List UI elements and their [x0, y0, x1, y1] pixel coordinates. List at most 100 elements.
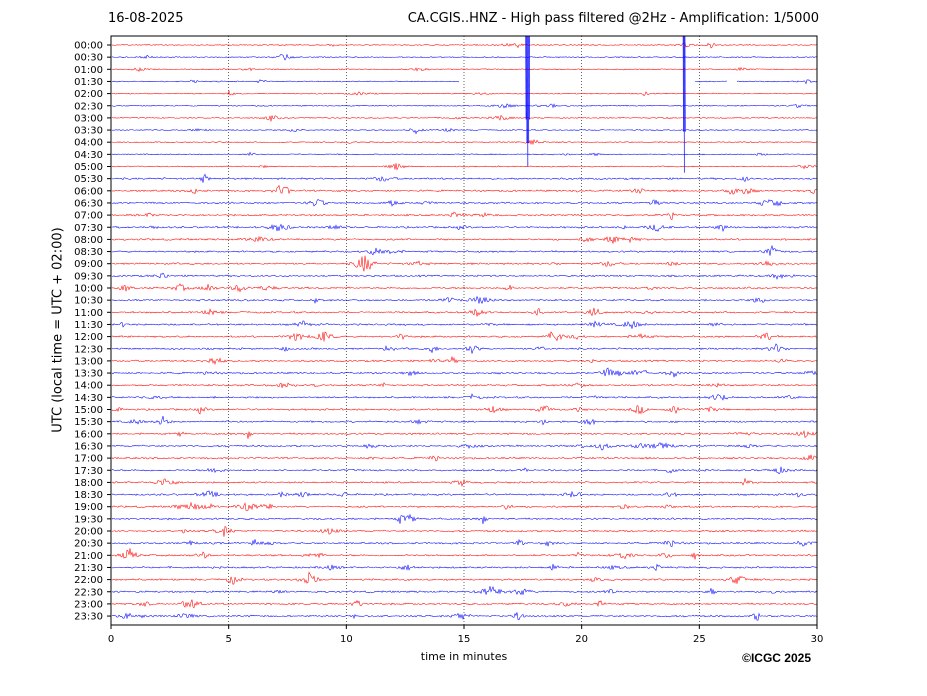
y-tick-label: 15:30 — [74, 417, 103, 428]
y-tick-label: 02:00 — [74, 89, 103, 100]
trace-row-1230 — [111, 343, 818, 354]
trace-row-1700 — [111, 454, 818, 462]
y-tick-label: 17:30 — [74, 466, 103, 477]
trace-row-1000 — [111, 283, 818, 293]
trace-row-2000 — [111, 526, 818, 537]
trace-row-0430 — [111, 151, 818, 157]
trace-row-0300 — [111, 114, 818, 122]
y-tick-label: 18:30 — [74, 490, 103, 501]
y-tick-label: 12:30 — [74, 344, 103, 355]
y-tick-label: 06:30 — [74, 198, 103, 209]
x-ticks: 0 5 10 15 20 25 30 — [108, 625, 823, 645]
copyright-notice: ©ICGC 2025 — [742, 651, 811, 665]
y-tick-label: 07:30 — [74, 223, 103, 234]
trace-row-2200 — [111, 571, 818, 585]
trace-row-1200 — [111, 331, 818, 342]
trace-row-1530 — [111, 415, 818, 426]
y-tick-label: 12:00 — [74, 332, 103, 343]
y-tick-label: 08:30 — [74, 247, 103, 258]
y-tick-label: 13:00 — [74, 356, 103, 367]
trace-row-0730 — [111, 223, 818, 232]
trace-row-1800 — [111, 478, 818, 487]
y-tick-label: 05:30 — [74, 174, 103, 185]
y-tick-label: 01:00 — [74, 65, 103, 76]
y-tick-label: 07:00 — [74, 211, 103, 222]
y-tick-label: 04:00 — [74, 138, 103, 149]
x-tick-label: 20 — [575, 634, 588, 645]
trace-row-0500 — [111, 163, 818, 171]
trace-row-0530 — [111, 173, 818, 183]
trace-row-0130 — [111, 79, 818, 85]
y-tick-label: 09:00 — [74, 259, 103, 270]
trace-row-0030 — [111, 53, 818, 61]
trace-row-0200 — [111, 89, 818, 96]
x-tick-label: 10 — [340, 634, 353, 645]
y-tick-label: 04:30 — [74, 150, 103, 161]
y-tick-label: 23:00 — [74, 599, 103, 610]
y-tick-label: 22:00 — [74, 575, 103, 586]
y-tick-label: 08:00 — [74, 235, 103, 246]
trace-row-0600 — [111, 184, 818, 195]
trace-row-2130 — [111, 563, 818, 572]
y-tick-label: 22:30 — [74, 587, 103, 598]
y-tick-label: 10:30 — [74, 296, 103, 307]
trace-row-0100 — [111, 66, 818, 72]
trace-row-1630 — [111, 442, 818, 451]
large-events — [525, 35, 686, 173]
trace-row-0700 — [111, 211, 818, 221]
trace-row-1500 — [111, 405, 818, 415]
trace-row-0800 — [111, 235, 818, 244]
plot-date: 16-08-2025 — [108, 11, 184, 26]
trace-row-2100 — [111, 548, 818, 560]
x-tick-label: 25 — [693, 634, 706, 645]
x-tick-label: 0 — [108, 634, 114, 645]
trace-row-1030 — [111, 295, 818, 305]
trace-row-1330 — [111, 367, 818, 378]
trace-row-1300 — [111, 355, 818, 365]
trace-row-0630 — [111, 198, 818, 207]
trace-row-1100 — [111, 307, 818, 317]
y-tick-label: 20:30 — [74, 539, 103, 550]
y-tick-label: 09:30 — [74, 271, 103, 282]
y-tick-label: 00:30 — [74, 53, 103, 64]
trace-row-1730 — [111, 466, 818, 475]
y-tick-label: 10:00 — [74, 284, 103, 295]
trace-row-1130 — [111, 320, 818, 329]
y-tick-label: 00:00 — [74, 41, 103, 52]
y-tick-label: 21:00 — [74, 551, 103, 562]
grid-lines — [228, 36, 700, 625]
y-tick-label: 14:00 — [74, 381, 103, 392]
trace-rows — [111, 42, 818, 621]
y-tick-label: 16:00 — [74, 429, 103, 440]
y-tick-label: 03:00 — [74, 113, 103, 124]
trace-row-1830 — [111, 490, 818, 498]
trace-row-2030 — [111, 538, 818, 547]
trace-row-0930 — [111, 272, 818, 280]
plot-title: CA.CGIS..HNZ - High pass filtered @2Hz -… — [407, 11, 819, 26]
y-tick-label: 14:30 — [74, 393, 103, 404]
trace-row-1400 — [111, 382, 818, 388]
y-tick-label: 01:30 — [74, 77, 103, 88]
y-tick-label: 18:00 — [74, 478, 103, 489]
trace-row-0400 — [111, 139, 818, 146]
trace-row-0230 — [111, 103, 818, 109]
x-tick-label: 15 — [458, 634, 471, 645]
trace-row-1900 — [111, 501, 818, 511]
trace-row-0000 — [111, 42, 818, 49]
y-tick-label: 17:00 — [74, 454, 103, 465]
y-tick-label: 05:00 — [74, 162, 103, 173]
trace-row-2300 — [111, 599, 818, 609]
y-tick-label: 13:30 — [74, 369, 103, 380]
trace-row-2330 — [111, 612, 818, 621]
trace-row-1430 — [111, 393, 818, 401]
x-axis-label: time in minutes — [420, 650, 508, 663]
y-tick-label: 23:30 — [74, 612, 103, 623]
y-tick-label: 20:00 — [74, 527, 103, 538]
y-tick-label: 06:00 — [74, 186, 103, 197]
y-tick-label: 03:30 — [74, 126, 103, 137]
trace-row-0900 — [111, 255, 818, 272]
y-tick-label: 11:30 — [74, 320, 103, 331]
y-tick-label: 16:30 — [74, 441, 103, 452]
